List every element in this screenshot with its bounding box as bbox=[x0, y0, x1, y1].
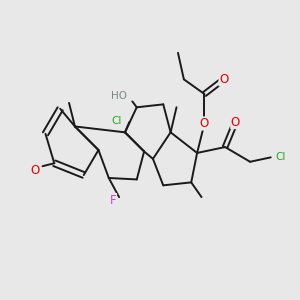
Text: F: F bbox=[110, 194, 116, 207]
Text: O: O bbox=[219, 73, 228, 86]
Text: O: O bbox=[200, 117, 209, 130]
Text: Cl: Cl bbox=[276, 152, 286, 162]
Text: Cl: Cl bbox=[111, 116, 121, 126]
Text: O: O bbox=[231, 116, 240, 128]
Text: O: O bbox=[31, 164, 40, 177]
Text: HO: HO bbox=[111, 91, 127, 100]
